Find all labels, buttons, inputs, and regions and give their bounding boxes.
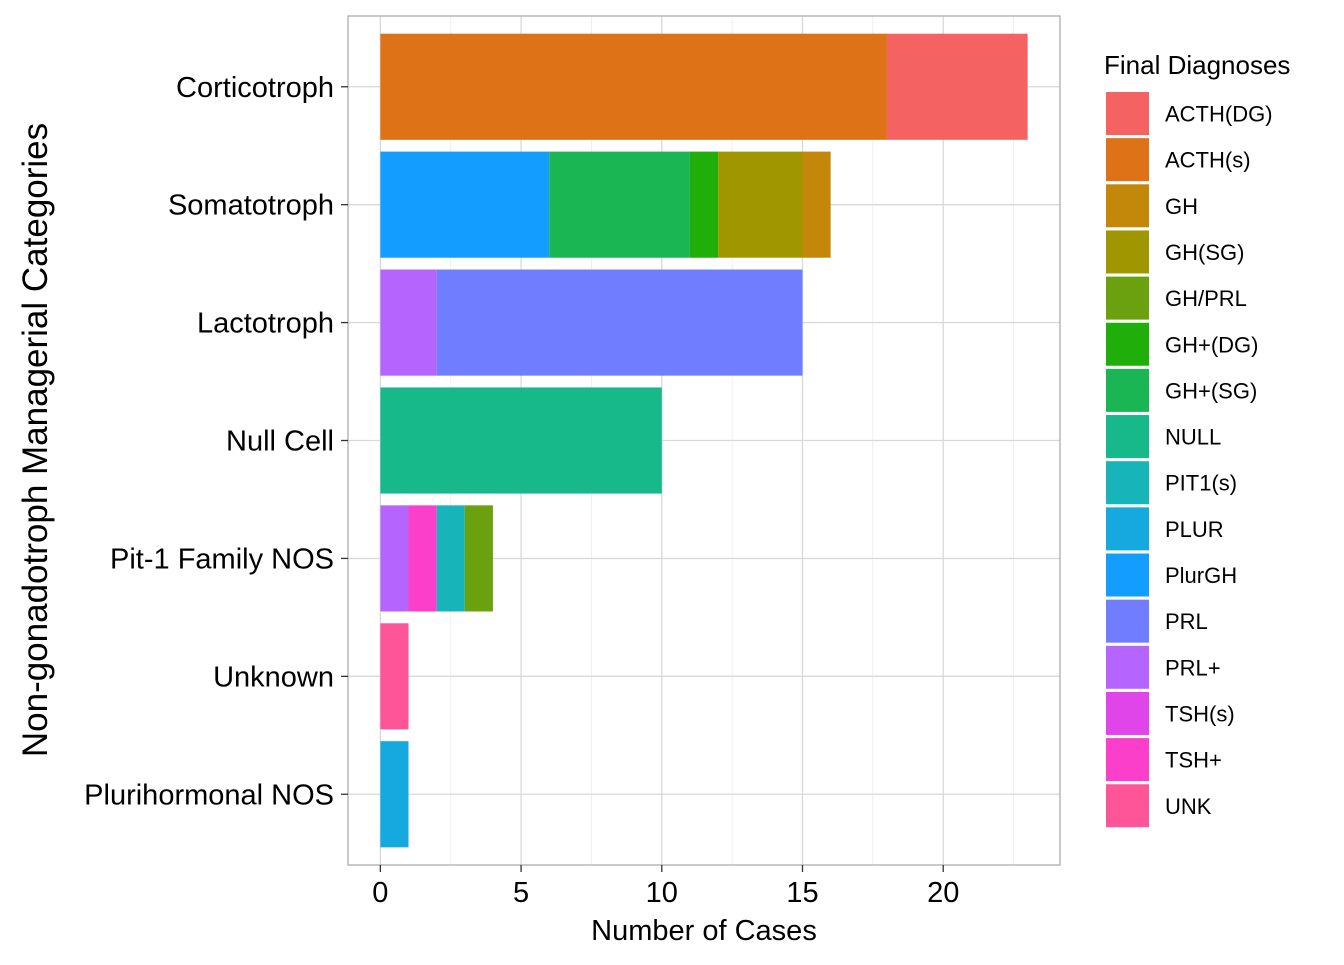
bar-segment	[380, 151, 550, 258]
category-label: Plurihormonal NOS	[84, 779, 334, 811]
bar-segment	[464, 505, 493, 612]
legend-label: PlurGH	[1165, 563, 1237, 588]
legend-swatch	[1106, 553, 1149, 597]
x-tick-label: 5	[513, 877, 529, 909]
bar-segment	[718, 151, 803, 258]
bar-segment	[380, 387, 662, 494]
bar-segment	[549, 151, 690, 258]
legend-label: GH+(DG)	[1165, 332, 1259, 357]
category-label: Null Cell	[226, 426, 334, 458]
legend-swatch	[1106, 507, 1149, 551]
legend-label: PRL	[1165, 609, 1208, 634]
legend-label: PIT1(s)	[1165, 471, 1237, 496]
category-label: Unknown	[213, 661, 334, 693]
legend-swatch	[1106, 230, 1149, 274]
legend-label: GH(SG)	[1165, 240, 1244, 265]
bar-segment	[436, 505, 465, 612]
x-axis-title: Number of Cases	[591, 915, 817, 947]
x-tick-label: 10	[646, 877, 678, 909]
legend-swatch	[1106, 138, 1149, 182]
legend-swatch	[1106, 415, 1149, 459]
bar-segment	[380, 33, 887, 140]
category-label: Somatotroph	[168, 190, 334, 222]
bar-segment	[436, 269, 803, 376]
bars	[380, 33, 1028, 848]
bar-segment	[802, 151, 831, 258]
legend-label: PLUR	[1165, 517, 1224, 542]
bar-segment	[689, 151, 719, 258]
bar-segment	[886, 33, 1028, 140]
legend-swatch	[1106, 322, 1149, 366]
legend-swatch	[1106, 461, 1149, 505]
legend-swatch	[1106, 599, 1149, 643]
legend-swatch	[1106, 368, 1149, 412]
legend: Final Diagnoses ACTH(DG) ACTH(s) GH GH(SG) G…	[1104, 50, 1290, 828]
x-axis: 0 5 10 15 20	[372, 865, 959, 909]
legend-label: GH+(SG)	[1165, 378, 1257, 403]
x-tick-label: 15	[786, 877, 818, 909]
legend-swatch	[1106, 784, 1149, 828]
category-label: Lactotroph	[197, 308, 334, 340]
legend-label: GH/PRL	[1165, 286, 1247, 311]
category-label: Corticotroph	[176, 72, 334, 104]
legend-label: TSH+	[1165, 748, 1222, 773]
x-tick-label: 20	[927, 877, 959, 909]
legend-swatch	[1106, 645, 1149, 689]
y-axis-title: Non-gonadotroph Managerial Categories	[16, 123, 55, 757]
category-label: Pit-1 Family NOS	[110, 543, 334, 575]
bar-segment	[380, 505, 409, 612]
legend-label: UNK	[1165, 794, 1212, 819]
legend-label: NULL	[1165, 425, 1221, 450]
legend-title: Final Diagnoses	[1104, 50, 1290, 80]
legend-swatch	[1106, 184, 1149, 228]
bar-segment	[380, 623, 409, 730]
legend-label: ACTH(DG)	[1165, 102, 1273, 127]
legend-label: GH	[1165, 194, 1198, 219]
legend-label: TSH(s)	[1165, 701, 1235, 726]
legend-swatch	[1106, 276, 1149, 320]
bar-segment	[380, 269, 437, 376]
legend-swatch	[1106, 691, 1149, 735]
legend-swatch	[1106, 738, 1149, 782]
legend-label: ACTH(s)	[1165, 148, 1251, 173]
x-tick-label: 0	[372, 877, 388, 909]
legend-swatch	[1106, 92, 1149, 135]
legend-label: PRL+	[1165, 655, 1221, 680]
y-axis: Corticotroph Somatotroph Lactotroph Null Ce…	[84, 72, 348, 811]
bar-segment	[380, 741, 409, 848]
bar-segment	[408, 505, 437, 612]
